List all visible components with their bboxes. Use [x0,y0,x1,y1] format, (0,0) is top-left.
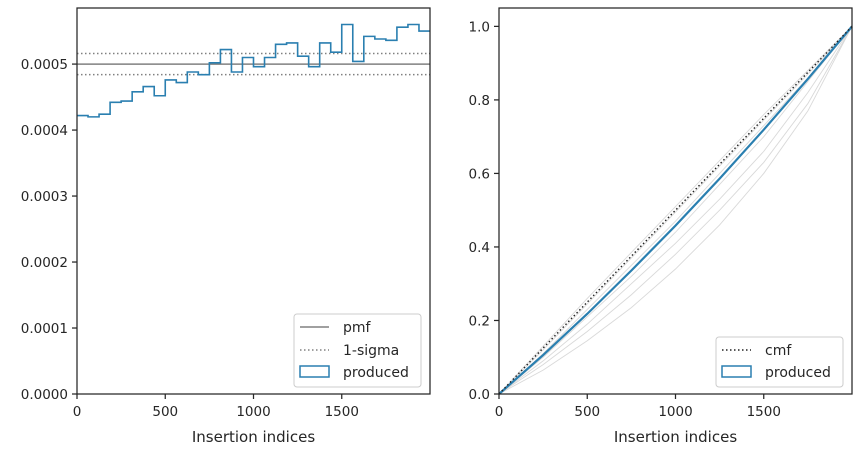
pmf-legend-box [293,313,422,388]
faint-cdf-line [498,26,853,395]
cmf-ticks: 0 500 1000 1500 0.0 0.2 0.4 0.6 0.8 1.0 [469,19,781,420]
cmf-legend-cmf-label: cmf [765,343,792,359]
pmf-x-tick-label: 1000 [236,404,270,420]
cmf-plot-area [498,25,853,395]
cmf-line [498,25,853,395]
cmf-legend-box [715,336,844,388]
faint-cdf-line [498,26,853,395]
cmf-x-axis-label: Insertion indices [614,428,737,446]
cmf-legend: cmf produced [715,336,844,388]
faint-cdf-line [498,26,853,395]
cmf-legend-produced-label: produced [765,365,831,381]
pmf-y-tick-label: 0.0004 [21,123,68,139]
cmf-x-tick-label: 500 [574,404,600,420]
pmf-y-tick-label: 0.0002 [21,255,68,271]
cmf-chart: 0 500 1000 1500 0.0 0.2 0.4 0.6 0.8 1.0 Insertion… [469,7,853,446]
pmf-legend-sigma-label: 1-sigma [343,343,399,359]
pmf-ticks: 0 500 1000 1500 0.0000 0.0001 0.0002 0.0003 0.00… [21,57,359,420]
pmf-y-tick-label: 0.0005 [21,57,68,73]
cmf-legend-produced-patch [721,365,752,378]
pmf-x-axis-label: Insertion indices [192,428,315,446]
cmf-y-tick-label: 0.6 [469,166,490,182]
produced-histogram-step [77,23,430,118]
faint-cdf-line [498,26,853,395]
pmf-plot-area [77,23,430,118]
pmf-y-tick-label: 0.0003 [21,189,68,205]
cmf-y-tick-label: 0.2 [469,313,490,329]
cmf-y-tick-label: 1.0 [469,19,490,35]
pmf-chart: 0 500 1000 1500 0.0000 0.0001 0.0002 0.0003 0.00… [21,7,431,446]
cmf-x-tick-label: 1000 [658,404,692,420]
pmf-x-tick-label: 500 [152,404,178,420]
faint-cdf-line [498,26,853,395]
cmf-y-tick-label: 0.0 [469,387,490,403]
pmf-legend-produced-patch [299,365,330,378]
pmf-x-tick-label: 0 [73,404,82,420]
cmf-y-tick-label: 0.4 [469,240,490,256]
cmf-x-tick-label: 1500 [747,404,781,420]
pmf-y-tick-label: 0.0000 [21,387,68,403]
pmf-legend: pmf 1-sigma produced [293,313,422,388]
cmf-y-tick-label: 0.8 [469,93,490,109]
pmf-legend-produced-label: produced [343,365,409,381]
faint-cdf-line [498,26,853,395]
pmf-y-tick-label: 0.0001 [21,321,68,337]
produced-cdf-line [498,25,853,395]
pmf-legend-pmf-label: pmf [343,320,372,336]
faint-cdf-line [498,26,853,395]
pmf-x-tick-label: 1500 [325,404,359,420]
cmf-x-tick-label: 0 [495,404,504,420]
